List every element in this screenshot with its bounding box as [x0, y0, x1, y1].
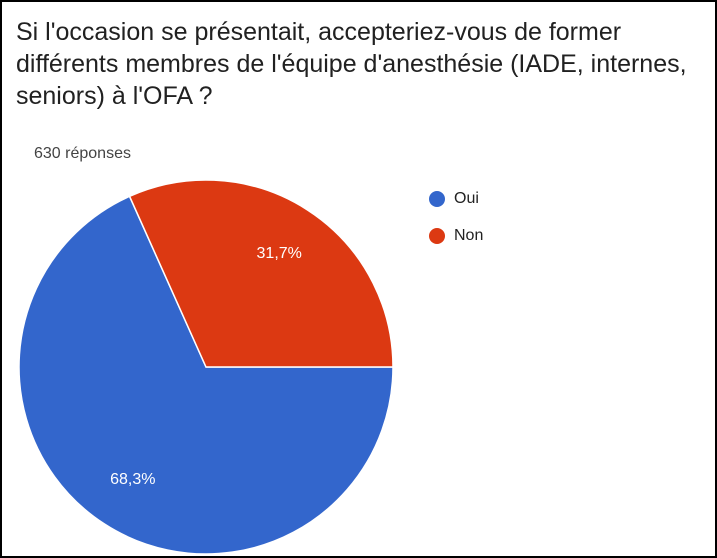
- chart-subtitle: 630 réponses: [34, 145, 131, 162]
- chart-title: Si l'occasion se présentait, accepteriez…: [16, 18, 687, 110]
- data-label: 68,3%: [110, 471, 155, 488]
- legend-label: Oui: [454, 190, 479, 207]
- data-label: 31,7%: [257, 245, 302, 262]
- legend-swatch: [429, 191, 445, 207]
- pie-slice: [18, 195, 394, 555]
- pie-slice: [128, 179, 394, 368]
- legend-label: Non: [454, 227, 483, 244]
- legend-swatch: [429, 228, 445, 244]
